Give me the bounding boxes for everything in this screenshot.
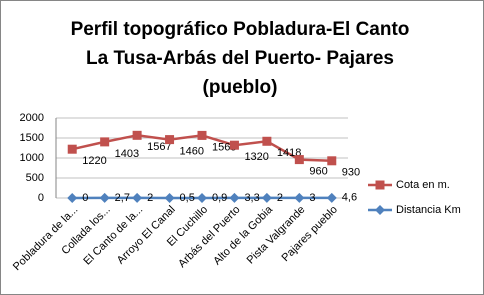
marker (132, 130, 142, 140)
marker (375, 180, 385, 190)
marker (375, 205, 385, 215)
data-label: 2 (277, 192, 283, 204)
y-tick-label: 1500 (20, 132, 44, 144)
marker (262, 136, 272, 146)
data-label: 0,5 (180, 192, 195, 204)
data-label: 930 (342, 167, 360, 179)
marker (294, 155, 304, 165)
marker (67, 144, 77, 154)
data-label: 0,9 (212, 192, 227, 204)
marker (197, 192, 207, 203)
chart-title: La Tusa-Arbás del Puerto- Pajares (86, 48, 394, 69)
marker (132, 192, 143, 203)
marker (229, 192, 240, 203)
marker (261, 192, 272, 203)
data-label: 2,7 (115, 192, 130, 204)
data-label: 1403 (115, 148, 139, 160)
marker (229, 140, 239, 150)
data-label: 3 (309, 192, 315, 204)
data-label: 0 (82, 192, 88, 204)
marker (165, 135, 175, 145)
y-tick-label: 2000 (20, 112, 44, 124)
data-label: 1567 (147, 141, 171, 153)
data-label: 1220 (82, 155, 106, 167)
marker (100, 137, 110, 147)
data-label: 1320 (244, 151, 268, 163)
data-label: 2 (147, 192, 153, 204)
data-label: 960 (309, 166, 327, 178)
marker (294, 192, 305, 203)
marker (67, 193, 78, 203)
data-label: 1460 (180, 146, 204, 158)
marker (164, 192, 175, 203)
marker (327, 156, 337, 166)
marker (99, 192, 110, 203)
legend-label: Cota en m. (396, 179, 450, 191)
y-tick-label: 1000 (20, 152, 44, 164)
chart-title: Perfil topográfico Pobladura-El Canto (71, 19, 410, 40)
data-label: 4,6 (342, 192, 357, 204)
legend-label: Distancia Km (396, 204, 461, 216)
data-label: 3,3 (244, 192, 259, 204)
y-tick-label: 0 (38, 192, 44, 204)
marker (197, 130, 207, 140)
marker (326, 192, 337, 203)
chart-title: (pueblo) (203, 77, 278, 98)
y-tick-label: 500 (26, 172, 44, 184)
